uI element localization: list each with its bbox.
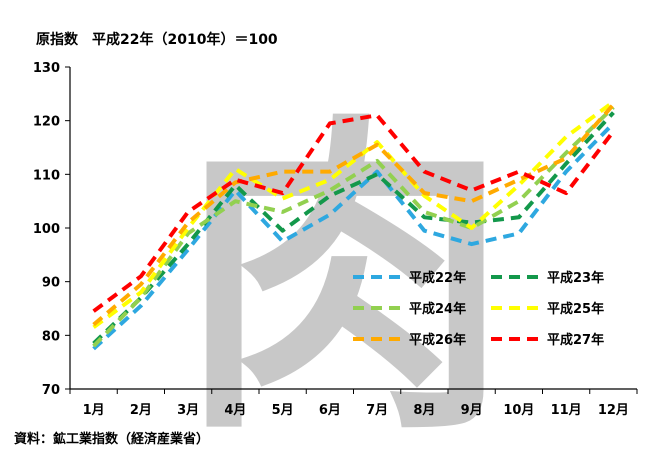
series-line-2 (92, 111, 615, 345)
y-tick-label: 80 (42, 329, 60, 344)
legend-label-4: 平成25年 (547, 301, 604, 317)
series-layer (92, 100, 615, 351)
y-tick-label: 90 (42, 276, 60, 291)
x-tick-label: 1月 (83, 403, 105, 418)
legend-label-5: 平成26年 (409, 332, 466, 348)
x-tick-label: 7月 (366, 403, 388, 418)
legend-label-1: 平成22年 (409, 270, 466, 286)
y-tick-label: 100 (33, 222, 60, 237)
series-line-3 (92, 105, 615, 348)
chart-title: 原指数 平成22年（2010年）＝100 (36, 31, 278, 48)
legend-label-2: 平成23年 (547, 270, 604, 286)
x-tick-label: 11月 (551, 403, 582, 418)
series-line-6 (92, 113, 615, 313)
x-tick-label: 3月 (177, 403, 199, 418)
y-tick-label: 130 (33, 61, 60, 76)
axes: 70 80 90 100 110 120 130 1月 2月 3月 4月 5月 6月 7月 8月 9月 10月 1… (33, 61, 638, 418)
y-tick-label: 120 (33, 115, 60, 130)
source-note: 資料：鉱工業指数（経済産業省） (14, 431, 209, 447)
legend-label-6: 平成27年 (547, 332, 604, 348)
x-tick-label: 12月 (598, 403, 629, 418)
x-tick-label: 9月 (461, 403, 483, 418)
x-tick-label: 10月 (503, 403, 534, 418)
y-tick-label: 110 (33, 168, 60, 183)
x-tick-label: 8月 (413, 403, 435, 418)
watermark: 肉 (180, 85, 510, 459)
legend-label-3: 平成24年 (409, 301, 466, 317)
watermark-kanji: 肉 (180, 85, 510, 459)
x-tick-label: 4月 (224, 403, 246, 418)
x-tick-label: 5月 (272, 403, 294, 418)
x-tick-label: 2月 (130, 403, 152, 418)
y-tick-label: 70 (42, 383, 60, 398)
series-line-1 (92, 121, 615, 351)
x-tick-label: 6月 (319, 403, 341, 418)
